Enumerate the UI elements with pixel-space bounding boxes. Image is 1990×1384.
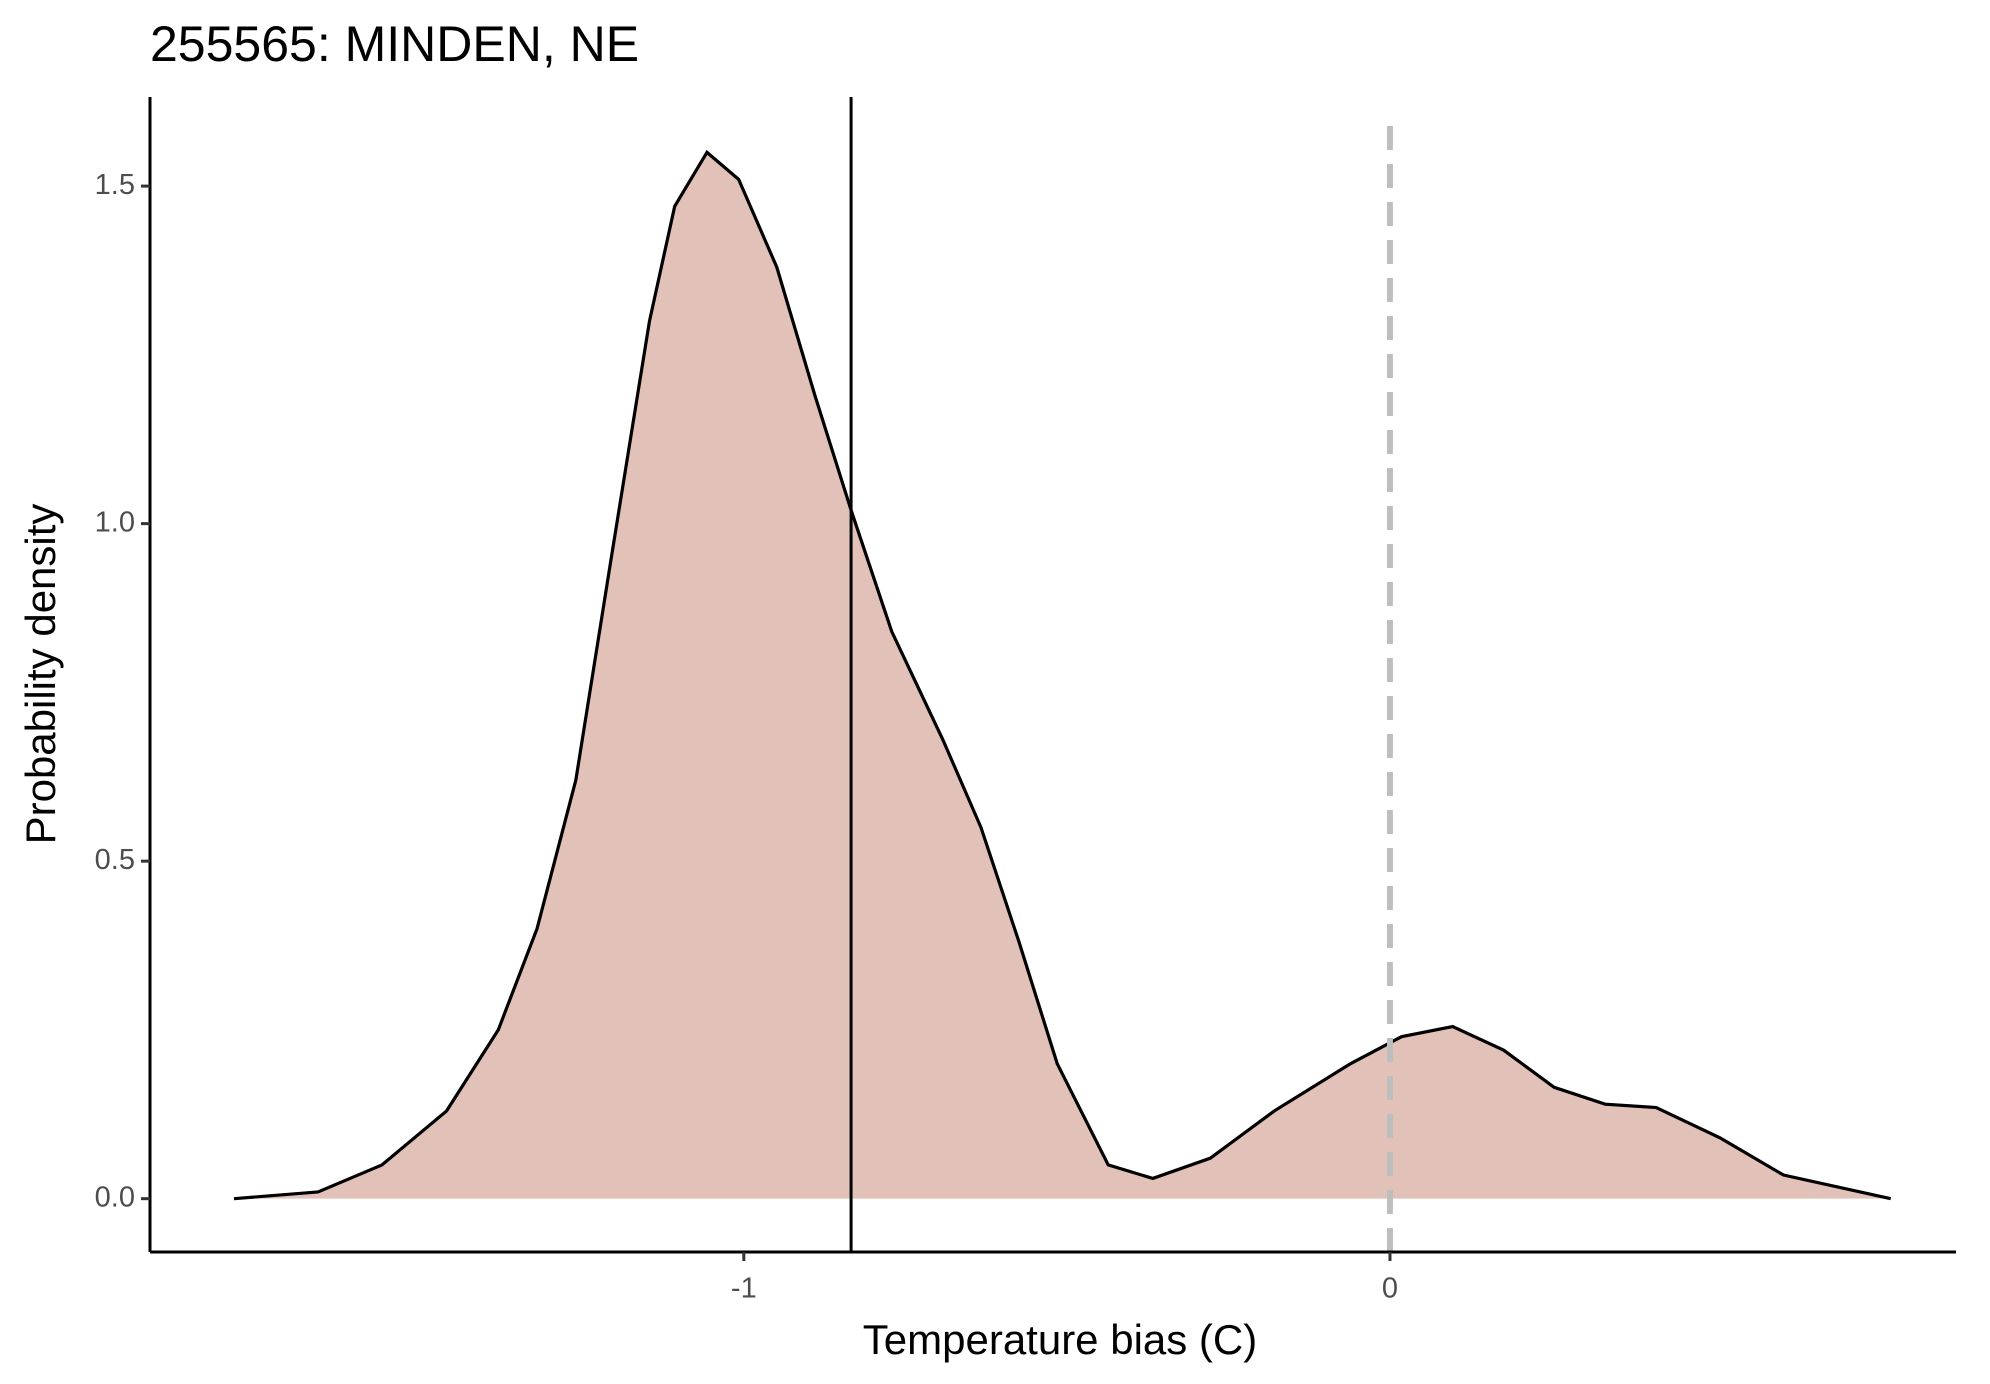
x-axis-title: Temperature bias (C) [863, 1316, 1257, 1363]
y-tick-label: 1.5 [95, 169, 135, 201]
density-line [233, 149, 1892, 1201]
x-tick-label: -1 [731, 1273, 757, 1305]
x-tick-label: 0 [1382, 1273, 1398, 1305]
chart-title: 255565: MINDEN, NE [150, 16, 639, 72]
y-tick-label: 1.0 [95, 506, 135, 538]
y-axis-title: Probability density [17, 504, 64, 845]
y-tick-label: 0.0 [95, 1181, 135, 1213]
y-tick-label: 0.5 [95, 844, 135, 876]
area-fill [234, 152, 1891, 1199]
